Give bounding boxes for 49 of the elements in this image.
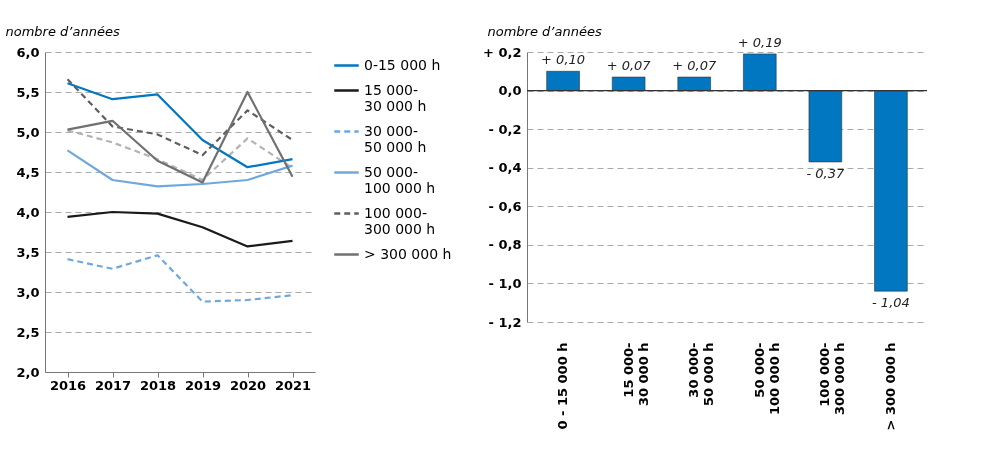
legend-label: 15 000- 30 000 h	[364, 81, 427, 114]
x-tick-label: 2021	[274, 377, 312, 393]
y-tick-label: 6,0	[16, 44, 40, 60]
y-tick-label: 5,0	[16, 124, 40, 140]
y-tick-label: - 1,0	[488, 275, 522, 291]
legend-label: 30 000- 50 000 h	[364, 122, 427, 155]
y-tick-label: 3,0	[16, 284, 40, 300]
y-axis-title: nombre d’années	[5, 23, 120, 39]
y-tick-label: - 0,8	[488, 237, 522, 253]
legend-label: 0-15 000 h	[364, 56, 441, 73]
y-tick-label: 0,0	[498, 83, 522, 99]
x-tick-label: 2017	[94, 377, 132, 393]
line-series	[66, 78, 294, 157]
x-tick-label: 50 000- 100 000 h	[751, 342, 782, 416]
x-tick-label: 100 000- 300 000 h	[817, 342, 848, 416]
y-tick-label: 3,5	[16, 244, 40, 260]
y-tick-label: 4,5	[16, 164, 40, 180]
y-tick-label: + 0,2	[483, 44, 522, 60]
data-label: + 0,19	[737, 34, 782, 50]
x-tick-label: 2018	[139, 377, 177, 393]
data-label: + 0,07	[672, 58, 717, 74]
line-series	[66, 149, 294, 188]
y-tick-label: 2,5	[16, 324, 40, 340]
line-series	[66, 90, 294, 184]
line-series	[66, 254, 294, 303]
y-tick-label: 4,0	[16, 204, 40, 220]
line-series	[66, 82, 294, 169]
y-tick-label: - 0,2	[488, 121, 522, 137]
data-label: - 1,04	[872, 295, 910, 311]
y-tick-label: - 0,6	[488, 198, 522, 214]
y-axis-title: nombre d’années	[487, 23, 602, 39]
legend-label: 50 000- 100 000 h	[364, 163, 436, 196]
data-label: - 0,37	[806, 165, 845, 181]
y-tick-label: 5,5	[16, 84, 40, 100]
line-series	[66, 210, 294, 248]
y-tick-label: 2,0	[16, 364, 40, 380]
y-tick-label: - 0,4	[488, 160, 522, 176]
x-tick-label: > 300 000 h	[882, 342, 898, 431]
x-tick-label: 15 000- 30 000 h	[620, 342, 651, 407]
x-tick-label: 2016	[49, 377, 87, 393]
x-tick-label: 0 - 15 000 h	[555, 342, 571, 430]
data-label: + 0,07	[606, 58, 652, 74]
x-tick-label: 2020	[229, 377, 267, 393]
y-tick-label: - 1,2	[488, 314, 522, 330]
legend-label: > 300 000 h	[364, 245, 452, 262]
x-tick-label: 30 000- 50 000 h	[686, 342, 717, 407]
data-label: + 0,10	[541, 52, 586, 68]
x-tick-label: 2019	[184, 377, 222, 393]
legend-label: 100 000- 300 000 h	[364, 204, 436, 237]
